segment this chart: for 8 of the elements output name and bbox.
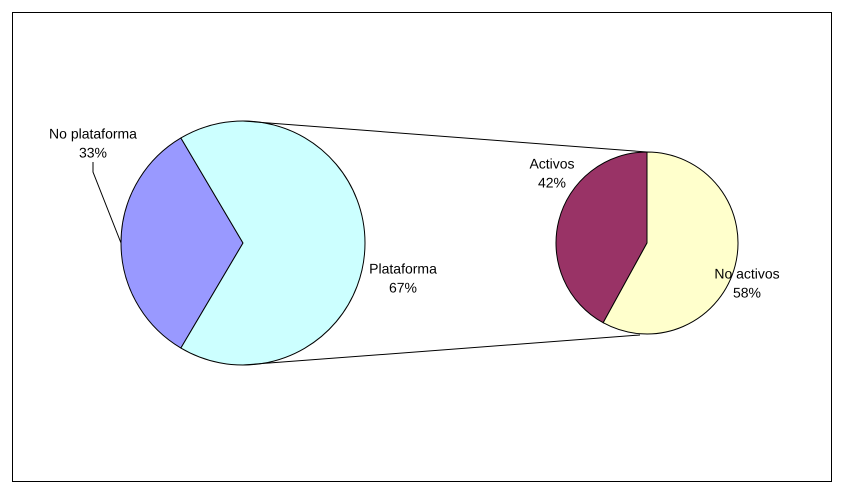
slice-label: No plataforma [49,126,138,142]
slice-label: Plataforma [369,260,438,276]
data-label: 67% [388,280,418,296]
slice-label: Activos [529,156,575,172]
data-label: 33% [78,144,108,160]
data-label: 58% [732,284,762,300]
data-label: 42% [538,174,566,190]
slice-label: No activos [714,266,780,282]
